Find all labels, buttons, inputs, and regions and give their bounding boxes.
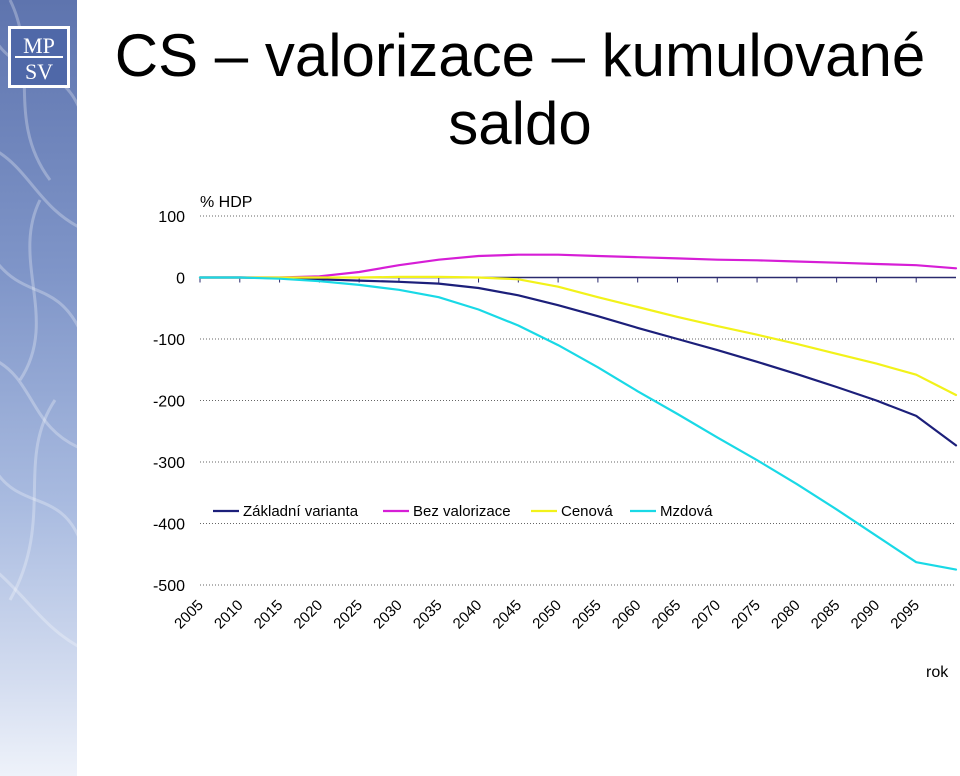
sidebar-band: MP SV [0, 0, 77, 776]
series-line-1 [198, 253, 958, 279]
x-tick-label: 2015 [251, 597, 287, 633]
series-lines [198, 253, 958, 571]
y-tick-label: -400 [153, 517, 185, 534]
legend-label: Základní varianta [243, 503, 359, 520]
x-tick-label: 2045 [490, 597, 526, 633]
x-axis-label: rok [926, 664, 949, 681]
x-tick-label: 2055 [569, 597, 605, 633]
x-tick-label: 2085 [808, 597, 844, 633]
x-tick-label: 2040 [450, 597, 486, 633]
grid-lines [200, 215, 956, 586]
y-tick-label: -500 [153, 578, 185, 595]
y-tick-label: -200 [153, 394, 185, 411]
mpsv-logo-mark: MP SV [15, 33, 63, 84]
x-tick-label: 2070 [688, 597, 724, 633]
x-tick-label: 2010 [211, 597, 247, 633]
x-tick-label: 2050 [529, 597, 565, 633]
slide-title: CS – valorizace – kumulované saldo [114, 22, 926, 157]
x-tick-label: 2095 [887, 597, 923, 633]
y-axis-label: % HDP [200, 194, 252, 211]
y-tick-label: 100 [158, 209, 185, 226]
x-tick-label: 2080 [768, 597, 804, 633]
y-tick-label: -300 [153, 455, 185, 472]
x-tick-label: 2030 [370, 597, 406, 633]
logo-text-top: MP [23, 33, 55, 58]
legend: Základní varianta Bez valorizace Cenová Mzd… [213, 503, 713, 520]
mpsv-logo: MP SV [8, 26, 70, 88]
x-tick-label: 2035 [410, 597, 446, 633]
legend-label: Cenová [561, 503, 613, 520]
series-line-0 [198, 276, 958, 447]
logo-text-bottom: SV [25, 59, 53, 84]
x-tick-label: 2020 [291, 597, 327, 633]
x-tick-labels: 2005 2010 2015 2020 2025 2030 2035 2040 2045 2050… [171, 597, 923, 633]
legend-label: Bez valorizace [413, 503, 511, 520]
x-tick-label: 2065 [649, 597, 685, 633]
y-tick-label: 0 [176, 271, 185, 288]
x-tick-label: 2005 [171, 597, 207, 633]
x-tick-label: 2090 [848, 597, 884, 633]
y-tick-label: -100 [153, 332, 185, 349]
y-tick-labels: 100 0 -100 -200 -300 -400 -500 [153, 209, 185, 595]
x-tick-label: 2060 [609, 597, 645, 633]
x-tick-label: 2075 [728, 597, 764, 633]
sidebar-pattern [0, 0, 77, 648]
x-tick-label: 2025 [330, 597, 366, 633]
series-line-3 [198, 276, 958, 571]
legend-label: Mzdová [660, 503, 713, 520]
series-line-2 [198, 275, 958, 397]
